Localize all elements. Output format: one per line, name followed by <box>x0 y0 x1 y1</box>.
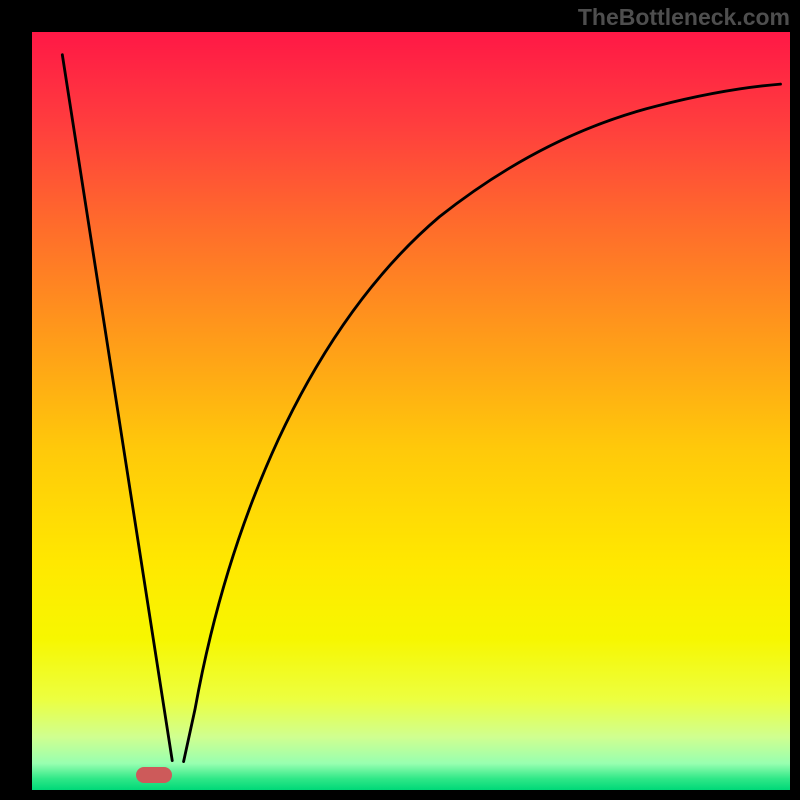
watermark-text: TheBottleneck.com <box>578 4 790 31</box>
bottleneck-marker <box>136 767 172 783</box>
curve-right-branch <box>184 84 781 761</box>
plot-area <box>32 32 790 790</box>
bottleneck-chart: TheBottleneck.com <box>0 0 800 800</box>
curve-left-branch <box>62 55 172 761</box>
curve-layer <box>32 32 790 790</box>
